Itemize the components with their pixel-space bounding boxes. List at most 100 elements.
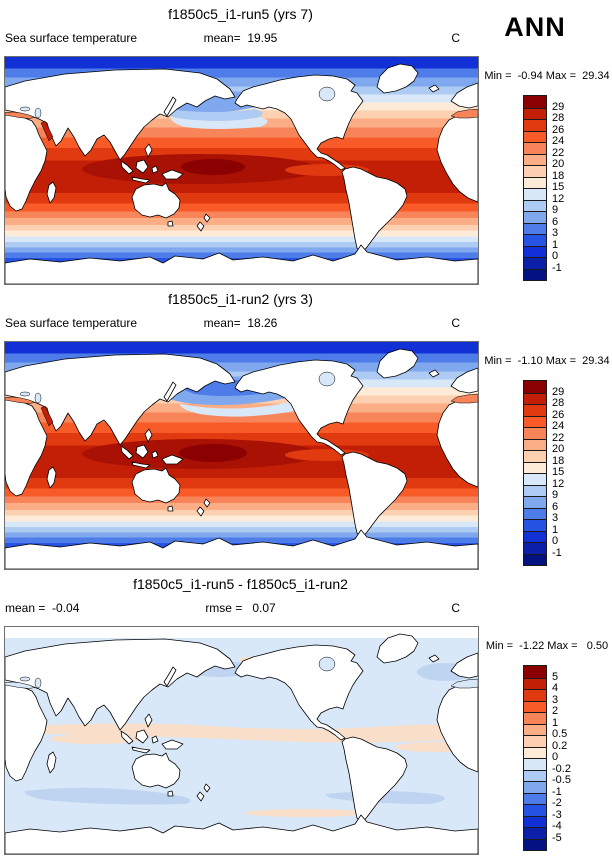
colorbar-cell [524, 211, 546, 223]
colorbar-tick-label: -4 [552, 820, 562, 832]
colorbar-cell [524, 666, 546, 678]
colorbar-tick-label: 28 [552, 397, 565, 409]
colorbar-tick-label: 6 [552, 215, 559, 228]
variable-label: Sea surface temperature [5, 316, 138, 330]
colorbar-cell [524, 769, 546, 781]
colorbar-cell [524, 712, 546, 724]
antarctic-coast-warm-anomaly [245, 809, 365, 817]
colorbar-cell [524, 519, 546, 531]
colorbar-tick-label: 0 [552, 535, 559, 547]
colorbar-cell [524, 507, 546, 519]
colorbar-tick-label: 9 [552, 204, 559, 216]
colorbar-cell [524, 723, 546, 735]
colorbar-tick-label: 29 [552, 385, 565, 398]
colorbar-cell [524, 689, 546, 701]
panel-run5: f1850c5_i1-run5 (yrs 7) Sea surface temp… [0, 0, 612, 285]
colorbar-tick-label: 6 [552, 500, 559, 513]
indian-ocean-warm-anomaly [50, 734, 140, 744]
warm-pool-core [181, 159, 245, 175]
colorbar-tick-label: 24 [552, 135, 565, 147]
colorbar-tick-label: -0.5 [552, 774, 571, 786]
colorbar-cell [524, 234, 546, 246]
colorbar-cell [524, 553, 546, 565]
mean-label: mean= 18.26 [203, 316, 278, 330]
colorbar [523, 95, 547, 281]
warm-pool-core [179, 444, 247, 462]
colorbar-cell [524, 815, 546, 827]
colorbar-cell [524, 530, 546, 542]
colorbar-cell [524, 268, 546, 280]
colorbar-cell [524, 542, 546, 554]
colorbar-cell [524, 257, 546, 269]
colorbar-tick-label: 22 [552, 146, 565, 159]
colorbar-cell [524, 792, 546, 804]
panel-title: f1850c5_i1-run5 - f1850c5_i1-run2 [133, 576, 348, 592]
colorbar-cell [524, 96, 546, 108]
mean-label: mean = -0.04 [5, 601, 80, 615]
colorbar-tick-label: 0.2 [552, 739, 568, 752]
colorbar-cell [524, 473, 546, 485]
minmax-label: Min = -0.94 Max = 29.34 [484, 70, 610, 82]
colorbar-cell [524, 838, 546, 850]
colorbar-tick-label: 12 [552, 477, 565, 490]
colorbar-cell [524, 677, 546, 689]
sst-map-run2 [4, 341, 479, 570]
mean-label: mean= 19.95 [203, 31, 278, 45]
colorbar-cell [524, 735, 546, 747]
panel-difference: f1850c5_i1-run5 - f1850c5_i1-run2 mean =… [0, 570, 612, 855]
colorbar-cell [524, 245, 546, 257]
panel-title: f1850c5_i1-run5 (yrs 7) [168, 6, 313, 22]
colorbar-cell [524, 461, 546, 473]
colorbar-tick-label: 20 [552, 158, 565, 170]
colorbar-tick-label: 4 [552, 682, 559, 694]
panel-title: f1850c5_i1-run2 (yrs 3) [168, 291, 313, 307]
colorbar-tick-label: 0 [552, 250, 559, 262]
colorbar-tick-label: 2 [552, 705, 559, 717]
colorbar-tick-label: 3 [552, 227, 559, 239]
colorbar-tick-label: 9 [552, 489, 559, 501]
colorbar-tick-label: 1 [552, 238, 559, 251]
units-label: C [451, 601, 460, 615]
equatorial-warm-anomaly-band [30, 723, 478, 743]
north-pacific-cool-fringe [165, 109, 263, 121]
colorbar-tick-label: 15 [552, 466, 565, 478]
colorbar-tick-label: 29 [552, 100, 565, 113]
colorbar [523, 665, 547, 851]
colorbar-tick-label: -2 [552, 797, 562, 809]
colorbar-cell [524, 427, 546, 439]
colorbar-tick-label: 20 [552, 443, 565, 455]
colorbar-labels: 5 4 3 2 1 0.5 0.2 0 -0.2 -0.5 -1 -2 -3 -4 -5 [552, 665, 592, 849]
colorbar-cell [524, 804, 546, 816]
colorbar-cell [524, 438, 546, 450]
colorbar-tick-label: -5 [552, 831, 562, 844]
colorbar-tick-label: 1 [552, 716, 559, 729]
colorbar-cell [524, 496, 546, 508]
colorbar-tick-label: 3 [552, 512, 559, 524]
sst-map-run5 [4, 56, 479, 285]
colorbar-cell [524, 484, 546, 496]
colorbar-tick-label: -1 [552, 785, 562, 798]
arctic-white-band [5, 627, 478, 638]
colorbar-cell [524, 153, 546, 165]
variable-label: Sea surface temperature [5, 31, 138, 45]
minmax-label: Min = -1.10 Max = 29.34 [484, 355, 610, 367]
southern-ocean-cool-anomaly-west [24, 787, 191, 805]
colorbar-tick-label: 28 [552, 112, 565, 124]
colorbar-tick-label: 1 [552, 523, 559, 536]
colorbar-cell [524, 188, 546, 200]
colorbar-cell [524, 119, 546, 131]
colorbar-labels: 29 28 26 24 22 20 18 15 12 9 6 3 1 0 -1 [552, 95, 592, 279]
colorbar-tick-label: 24 [552, 420, 565, 432]
colorbar-cell [524, 450, 546, 462]
colorbar [523, 380, 547, 566]
colorbar-tick-label: 18 [552, 454, 565, 467]
colorbar-cell [524, 746, 546, 758]
colorbar-cell [524, 415, 546, 427]
north-pacific-cool-outer [180, 402, 298, 417]
red-sea [40, 120, 54, 142]
colorbar-tick-label: 26 [552, 123, 565, 136]
units-label: C [451, 31, 460, 45]
colorbar-cell [524, 700, 546, 712]
colorbar-tick-label: -3 [552, 808, 562, 821]
